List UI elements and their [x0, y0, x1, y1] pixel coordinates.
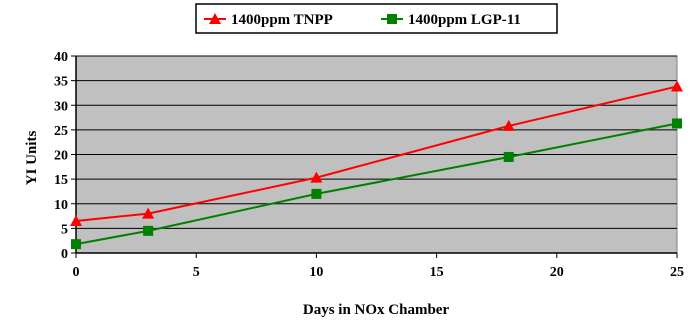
- y-tick-label: 10: [54, 198, 68, 213]
- data-point: [503, 151, 514, 162]
- legend-item: 1400ppm TNPP: [204, 12, 333, 28]
- data-point: [71, 239, 81, 250]
- y-tick-labels: 0 5 10 15 20 25 30 35 40: [54, 50, 76, 262]
- legend-label: 1400ppm TNPP: [231, 12, 333, 28]
- data-point: [672, 118, 682, 129]
- y-tick-label: 40: [54, 50, 68, 65]
- data-point: [502, 119, 515, 131]
- legend-marker: [387, 14, 397, 24]
- series-1: [70, 80, 683, 226]
- y-axis-label: YI Units: [24, 131, 40, 186]
- x-axis-label: Days in NOx Chamber: [303, 302, 450, 318]
- y-tick-label: 35: [54, 75, 68, 90]
- data-point: [143, 225, 154, 236]
- x-tick-label: 15: [430, 265, 444, 280]
- legend-marker: [209, 13, 221, 24]
- legend: 1400ppm TNPP 1400ppm LGP-11: [204, 12, 521, 28]
- y-tick-label: 30: [54, 99, 68, 114]
- x-tick-label: 25: [670, 265, 684, 280]
- y-tick-label: 25: [54, 124, 68, 139]
- y-tick-label: 0: [61, 247, 68, 262]
- data-point: [671, 80, 683, 92]
- data-point: [142, 207, 155, 219]
- x-tick-label: 20: [550, 265, 564, 280]
- series-group: [70, 80, 683, 250]
- x-tick-label: 0: [73, 265, 80, 280]
- y-tick-label: 15: [54, 173, 68, 188]
- data-point: [311, 188, 322, 199]
- legend-item: 1400ppm LGP-11: [381, 12, 521, 28]
- legend-box: [195, 3, 558, 34]
- y-tick-label: 20: [54, 149, 68, 164]
- x-tick-label: 5: [193, 265, 200, 280]
- data-point: [70, 214, 82, 226]
- x-tick-label: 10: [309, 265, 323, 280]
- gridlines: [76, 55, 677, 229]
- x-tick-labels: 0 5 10 15 20 25: [73, 253, 684, 280]
- y-tick-label: 5: [61, 222, 68, 237]
- series-2: [71, 118, 682, 250]
- data-point: [310, 171, 323, 183]
- legend-label: 1400ppm LGP-11: [408, 12, 521, 28]
